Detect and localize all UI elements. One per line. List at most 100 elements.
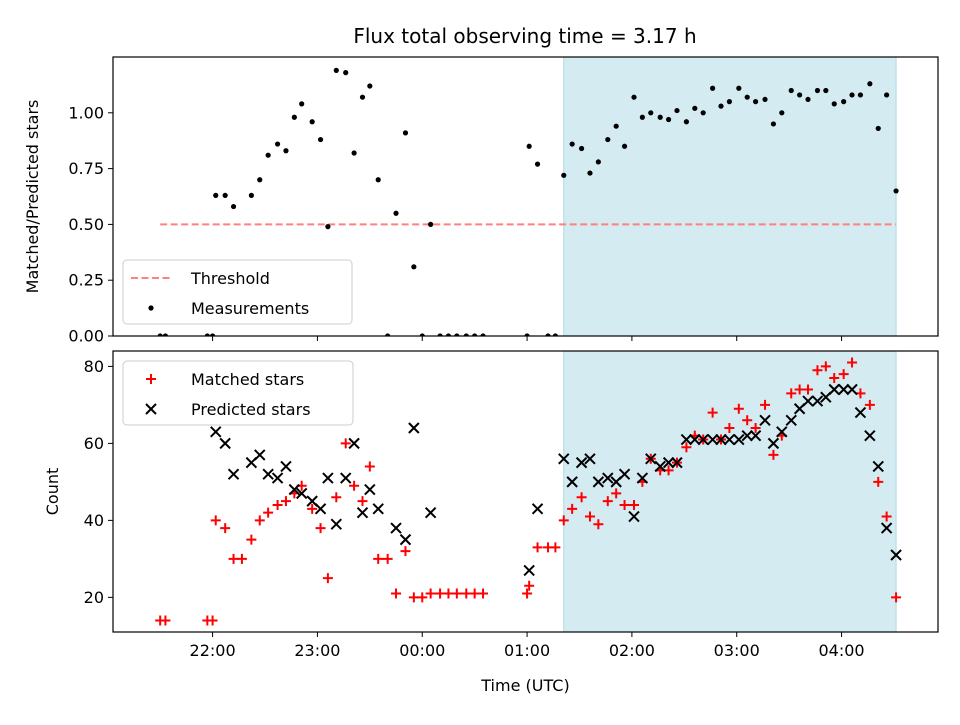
predicted-star-point — [715, 433, 727, 446]
matched-star-point — [331, 492, 342, 503]
measurement-point — [710, 85, 716, 91]
measurement-point — [893, 188, 899, 194]
measurement-point — [788, 87, 794, 94]
predicted-star-point — [356, 506, 369, 519]
matched-star-point — [461, 588, 472, 599]
matched-star-point — [220, 523, 231, 534]
matched-star-point — [254, 515, 265, 526]
matched-star-point — [532, 542, 543, 553]
predicted-star-point — [322, 472, 334, 484]
measurement-point — [472, 333, 478, 336]
matched-star-point — [160, 615, 171, 626]
predicted-star-point — [219, 437, 231, 450]
measurement-point — [587, 170, 593, 176]
predicted-star-point — [785, 414, 797, 426]
measurement-point — [849, 92, 855, 98]
observing-window-shade — [563, 57, 897, 336]
matched-star-point — [349, 480, 360, 491]
predicted-star-point — [330, 518, 342, 530]
measurement-point — [411, 264, 417, 270]
predicted-star-point — [348, 437, 360, 450]
matched-star-point — [576, 492, 587, 503]
predicted-star-point — [662, 456, 675, 469]
predicted-star-point — [558, 453, 570, 465]
measurement-point — [213, 192, 219, 198]
y-tick-label: 60 — [84, 434, 104, 453]
measurement-point — [351, 150, 357, 156]
matched-star-point — [315, 523, 326, 534]
measurement-point — [648, 110, 654, 116]
measurement-point — [480, 333, 486, 336]
matched-star-point — [707, 407, 718, 418]
predicted-star-point — [575, 456, 588, 469]
measurement-point — [274, 141, 281, 147]
measurement-point — [437, 333, 443, 336]
measurement-point — [230, 203, 237, 210]
measurement-point — [445, 333, 452, 336]
matched-star-point — [724, 422, 735, 433]
predicted-star-point — [749, 429, 762, 442]
measurement-point — [569, 141, 575, 147]
matched-star-point — [619, 499, 630, 510]
matched-star-point — [263, 507, 274, 518]
matched-star-point — [891, 592, 902, 603]
y-tick-label: 1.00 — [68, 103, 104, 122]
predicted-star-point — [523, 564, 535, 577]
predicted-star-point — [636, 472, 649, 484]
measurement-point — [595, 159, 601, 165]
predicted-star-point — [767, 437, 780, 450]
measurement-point — [779, 110, 785, 116]
predicted-star-point — [837, 383, 850, 396]
measurement-point — [621, 143, 628, 149]
measurement-point — [631, 94, 637, 100]
matched-star-point — [760, 399, 771, 410]
measurement-point — [762, 96, 768, 103]
measurement-point — [428, 221, 434, 227]
x-tick-label: 03:00 — [714, 641, 760, 660]
x-tick-label: 04:00 — [819, 641, 865, 660]
measurement-point — [823, 87, 829, 94]
predicted-star-point — [295, 487, 308, 500]
measurement-point — [857, 92, 864, 98]
matched-star-point — [373, 553, 384, 564]
predicted-star-point — [288, 483, 301, 496]
matched-star-point — [733, 403, 744, 414]
predicted-star-point — [408, 422, 420, 434]
matched-star-point — [768, 449, 779, 460]
y-tick-label: 20 — [84, 588, 104, 607]
measurement-point — [299, 101, 305, 107]
measurement-point — [561, 172, 567, 178]
matched-star-point — [611, 488, 622, 499]
x-tick-label: 02:00 — [609, 641, 655, 660]
measurement-point — [209, 333, 216, 336]
matched-star-point — [750, 422, 761, 433]
observing-window-shade — [563, 351, 897, 632]
matched-star-point — [522, 588, 533, 599]
measurement-point — [814, 87, 821, 94]
matched-star-point — [829, 372, 840, 383]
measurement-point — [367, 83, 373, 89]
predicted-star-point — [399, 533, 412, 546]
matched-star-point — [425, 588, 436, 599]
y-axis-label: Matched/Predicted stars — [23, 100, 42, 294]
predicted-star-point — [733, 433, 745, 446]
measurement-point — [343, 70, 349, 76]
y-axis-label: Count — [43, 468, 62, 516]
y-tick-label: 80 — [84, 357, 104, 376]
predicted-star-point — [776, 426, 788, 438]
matched-star-point — [451, 588, 462, 599]
predicted-star-point — [706, 433, 719, 446]
measurement-point — [248, 192, 254, 198]
measurement-point — [674, 107, 680, 114]
matched-star-point — [524, 580, 535, 591]
measurement-point — [393, 210, 399, 216]
predicted-star-point — [531, 503, 544, 515]
matched-star-point — [742, 415, 753, 426]
matched-star-point — [881, 511, 892, 522]
predicted-star-point — [828, 383, 840, 396]
y-tick-label: 40 — [84, 511, 104, 530]
predicted-star-point — [880, 522, 893, 534]
matched-star-point — [602, 496, 613, 507]
y-tick-label: 0.75 — [68, 159, 104, 178]
plot-frame — [112, 56, 939, 337]
